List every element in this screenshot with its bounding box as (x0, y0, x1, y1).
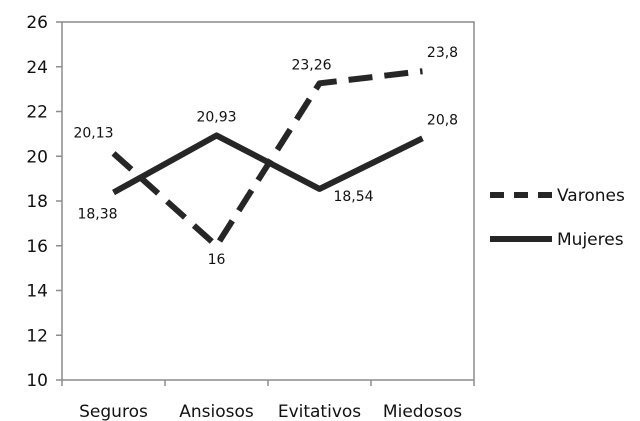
category-label: Seguros (79, 402, 148, 421)
y-tick-label: 22 (26, 103, 48, 123)
data-label-mujeres: 20,8 (427, 112, 458, 128)
legend: Varones Mujeres (490, 186, 625, 250)
data-label-varones: 23,8 (427, 45, 458, 61)
y-tick-label: 12 (26, 326, 48, 346)
data-label-mujeres: 18,38 (77, 206, 117, 222)
data-label-mujeres: 18,54 (333, 189, 373, 205)
data-label-varones: 20,13 (73, 125, 113, 141)
data-label-varones: 23,26 (291, 57, 331, 73)
series-line-mujeres (112, 132, 424, 196)
legend-label-varones: Varones (557, 186, 625, 206)
y-axis: 10 12 14 16 18 20 22 24 26 (26, 13, 62, 391)
y-tick-label: 16 (26, 237, 48, 257)
category-label: Miedosos (383, 402, 462, 421)
y-tick-label: 20 (26, 147, 48, 167)
y-tick-label: 10 (26, 371, 48, 391)
legend-label-mujeres: Mujeres (557, 230, 624, 250)
data-labels: 20,13 16 23,26 23,8 18,38 20,93 18,54 20,8 (73, 45, 458, 268)
y-tick-label: 26 (26, 13, 48, 33)
category-label: Ansiosos (179, 402, 254, 421)
series-lines (111, 68, 424, 249)
x-axis: Seguros Ansiosos Evitativos Miedosos (61, 380, 475, 421)
y-tick-label: 14 (26, 282, 48, 302)
y-tick-label: 24 (26, 58, 48, 78)
data-label-varones: 16 (208, 252, 226, 268)
y-tick-label: 18 (26, 192, 48, 212)
data-label-mujeres: 20,93 (196, 109, 236, 125)
category-label: Evitativos (278, 402, 361, 421)
plot-area (61, 21, 475, 381)
